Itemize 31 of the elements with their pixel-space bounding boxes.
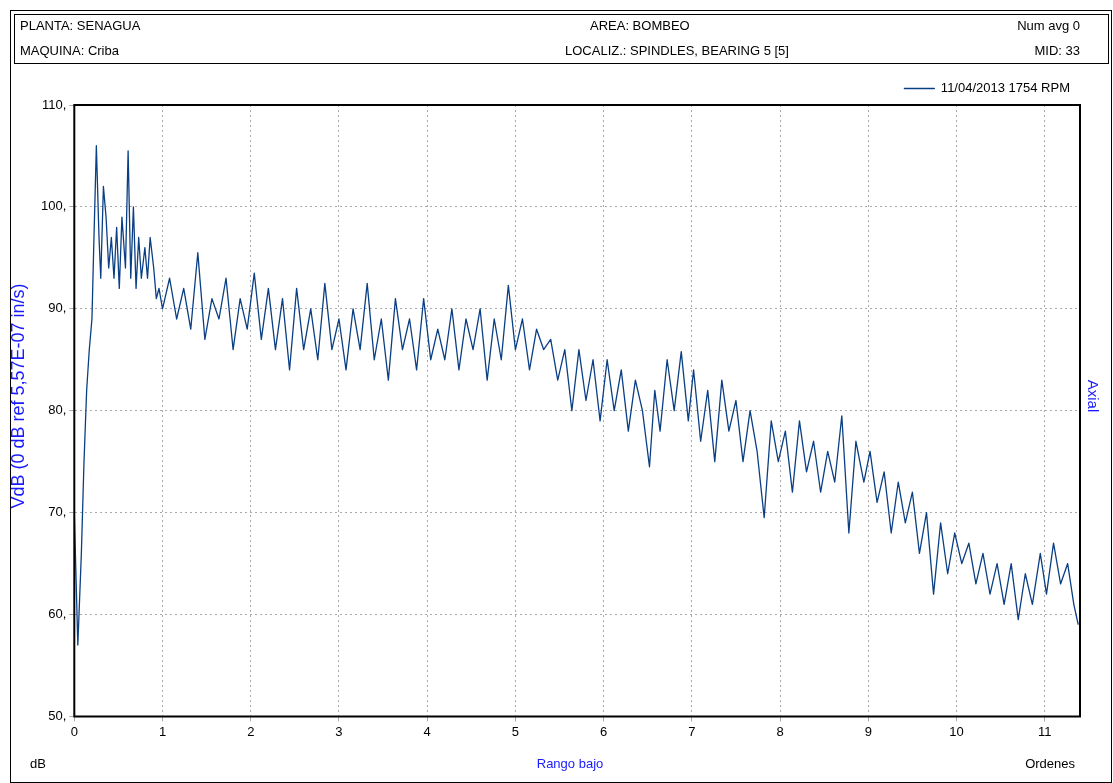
x-tick-label: 3 [335,723,343,739]
text: PLANTA: SENAGUA [20,18,141,33]
text: Ordenes [1025,756,1075,771]
text: Num avg 0 [1017,18,1080,33]
x-tick-label: 10 [949,723,964,739]
x-axis-title: Rango bajo [536,756,604,771]
x-tick-label: 2 [247,723,255,739]
text: LOCALIZ.: SPINDLES, BEARING 5 [5] [565,43,789,58]
text: AREA: BOMBEO [590,18,690,33]
y-axis-title: VdB (0 dB ref 5,57E-07 in/s) [7,283,29,509]
text: dB [30,756,46,771]
text: MAQUINA: Criba [20,43,119,58]
x-tick-label: 4 [423,723,431,739]
y-tick-label: 110, [41,96,67,112]
y-tick-label: 70, [48,504,67,520]
x-tick-label: 9 [864,723,872,739]
y-tick-label: 90, [48,300,67,316]
x-tick-label: 0 [70,723,78,739]
y-tick-label: 60, [48,606,67,622]
x-tick-label: 7 [688,723,696,739]
legend-label: 11/04/2013 1754 RPM [940,80,1071,96]
x-tick-label: 11 [1037,723,1052,739]
x-tick-label: 8 [776,723,784,739]
y-tick-label: 100, [40,198,67,214]
text: Axial [1084,379,1102,413]
x-tick-label: 5 [511,723,520,739]
y-tick-label: 80, [48,402,67,418]
x-tick-label: 6 [600,723,608,739]
y-tick-label: 50, [48,707,67,723]
x-tick-label: 1 [158,723,167,739]
text: MID: 33 [1034,43,1080,58]
